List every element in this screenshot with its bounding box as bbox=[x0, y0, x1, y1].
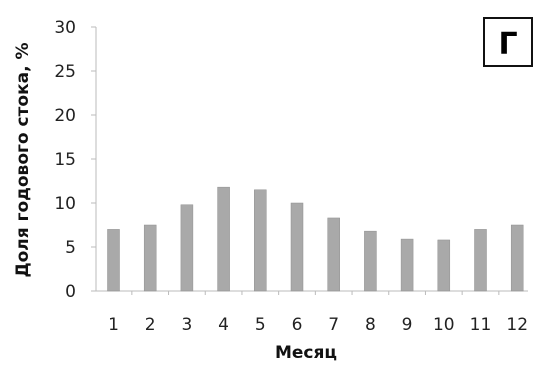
bar-month-11 bbox=[474, 229, 487, 292]
x-tick-label: 7 bbox=[328, 315, 339, 335]
y-tick-label: 30 bbox=[54, 18, 76, 38]
bar-month-2 bbox=[143, 224, 157, 292]
x-tick-label: 5 bbox=[255, 315, 266, 335]
panel-label: Г bbox=[483, 17, 533, 67]
bar-month-1 bbox=[107, 229, 120, 292]
x-tick-label: 3 bbox=[181, 315, 192, 335]
x-tick-label: 12 bbox=[506, 315, 528, 335]
y-axis-title: Доля годового стока, % bbox=[13, 42, 33, 277]
x-tick-label: 4 bbox=[218, 315, 229, 335]
x-tick-label: 9 bbox=[402, 315, 413, 335]
bar-month-7 bbox=[327, 217, 340, 292]
bar-month-4 bbox=[217, 186, 230, 292]
x-axis-title: Месяц bbox=[275, 343, 337, 363]
y-tick-label: 25 bbox=[54, 62, 76, 82]
x-tick-label: 10 bbox=[433, 315, 455, 335]
x-tick-labels: 1 2 3 4 5 6 7 8 9 10 11 12 bbox=[108, 291, 528, 335]
bar-month-5 bbox=[254, 189, 267, 292]
y-tick-label: 0 bbox=[65, 282, 76, 302]
bar-month-12 bbox=[510, 224, 524, 292]
bars bbox=[107, 186, 524, 292]
y-tick-labels: 0 5 10 15 20 25 30 bbox=[54, 18, 96, 302]
bar-month-6 bbox=[290, 202, 304, 292]
x-tick-label: 2 bbox=[145, 315, 156, 335]
y-tick-label: 20 bbox=[54, 106, 76, 126]
bar-month-8 bbox=[364, 230, 377, 292]
x-tick-label: 6 bbox=[292, 315, 303, 335]
x-tick-label: 11 bbox=[470, 315, 492, 335]
x-tick-label: 8 bbox=[365, 315, 376, 335]
panel-label-letter: Г bbox=[498, 27, 517, 62]
bar-month-10 bbox=[437, 239, 451, 292]
y-tick-label: 15 bbox=[54, 150, 76, 170]
panel-label-box bbox=[483, 17, 533, 67]
y-tick-label: 5 bbox=[65, 238, 76, 258]
y-tick-label: 10 bbox=[54, 194, 76, 214]
bar-month-9 bbox=[400, 238, 414, 292]
bar-month-3 bbox=[180, 204, 194, 292]
x-tick-label: 1 bbox=[108, 315, 119, 335]
